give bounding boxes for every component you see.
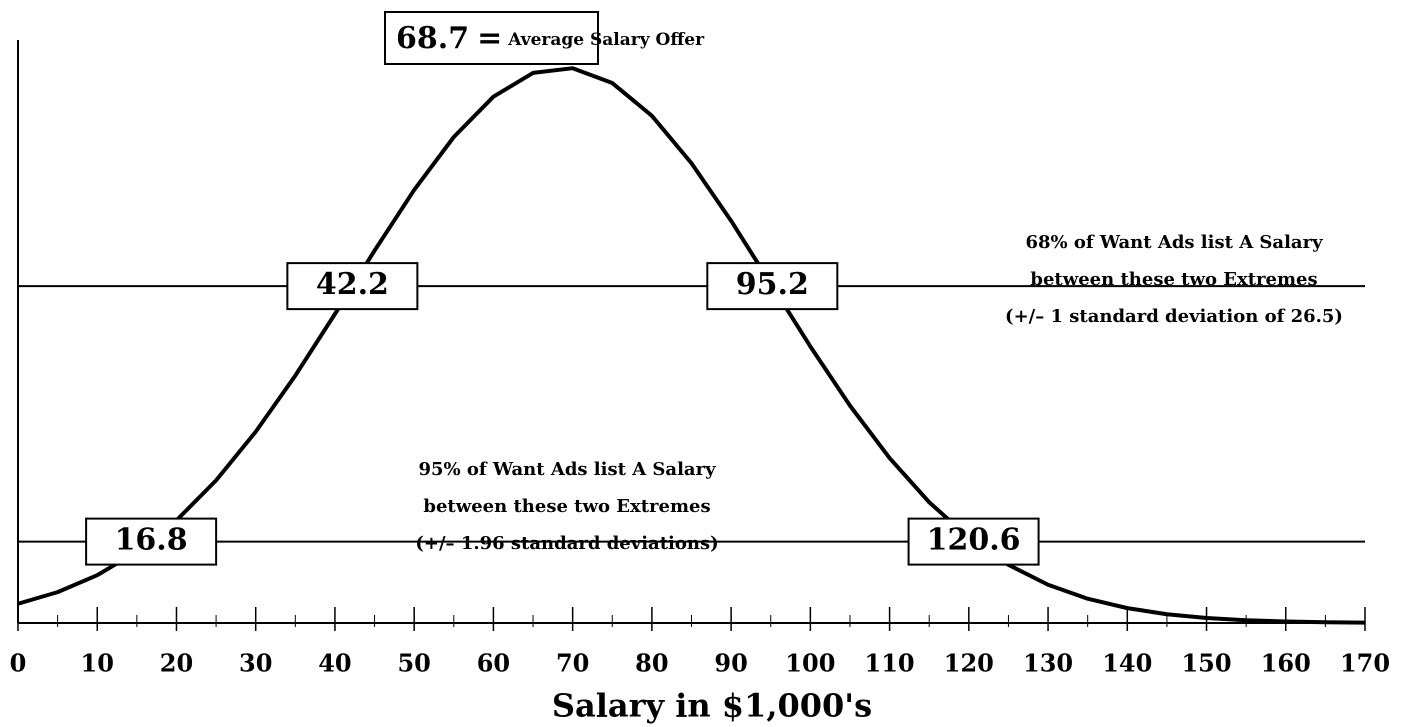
x-tick-label: 0 bbox=[10, 649, 27, 678]
range-note: 95% of Want Ads list A Salary bbox=[418, 459, 716, 480]
value-box bbox=[286, 262, 419, 311]
x-tick-label: 150 bbox=[1181, 649, 1231, 678]
x-tick-label: 40 bbox=[318, 649, 351, 678]
x-tick-label: 140 bbox=[1102, 649, 1152, 678]
x-tick-label: 90 bbox=[714, 649, 747, 678]
x-tick-label: 30 bbox=[239, 649, 272, 678]
x-tick-label: 120 bbox=[944, 649, 994, 678]
x-tick-label: 60 bbox=[477, 649, 510, 678]
value-box-label: 16.8 bbox=[115, 523, 188, 558]
range-note: between these two Extremes bbox=[423, 496, 710, 517]
mean-label: 68.7 = Average Salary Offer bbox=[396, 21, 705, 56]
x-tick-label: 20 bbox=[160, 649, 193, 678]
value-box-label: 95.2 bbox=[736, 267, 809, 302]
mean-value: 68.7 bbox=[396, 21, 469, 56]
x-tick-label: 80 bbox=[635, 649, 668, 678]
x-tick-label: 170 bbox=[1340, 649, 1390, 678]
value-box bbox=[706, 262, 839, 311]
value-box bbox=[85, 517, 218, 566]
range-note: 68% of Want Ads list A Salary bbox=[1025, 232, 1323, 253]
x-tick-label: 10 bbox=[81, 649, 114, 678]
x-tick-label: 100 bbox=[785, 649, 835, 678]
value-box-label: 42.2 bbox=[316, 267, 389, 302]
x-tick-label: 110 bbox=[865, 649, 915, 678]
range-note: between these two Extremes bbox=[1030, 269, 1317, 290]
x-tick-label: 70 bbox=[556, 649, 589, 678]
x-tick-label: 160 bbox=[1261, 649, 1311, 678]
distribution-curve bbox=[17, 66, 1366, 625]
value-box-label: 120.6 bbox=[927, 523, 1021, 558]
mean-sign: = bbox=[477, 21, 502, 56]
mean-text: Average Salary Offer bbox=[507, 30, 705, 50]
mean-box bbox=[384, 11, 599, 65]
x-tick-label: 130 bbox=[1023, 649, 1073, 678]
value-box bbox=[907, 517, 1040, 566]
x-axis-label: Salary in $1,000's bbox=[552, 687, 872, 725]
x-tick-label: 50 bbox=[397, 649, 430, 678]
range-note: (+/– 1.96 standard deviations) bbox=[415, 533, 718, 554]
range-note: (+/– 1 standard deviation of 26.5) bbox=[1005, 306, 1343, 327]
